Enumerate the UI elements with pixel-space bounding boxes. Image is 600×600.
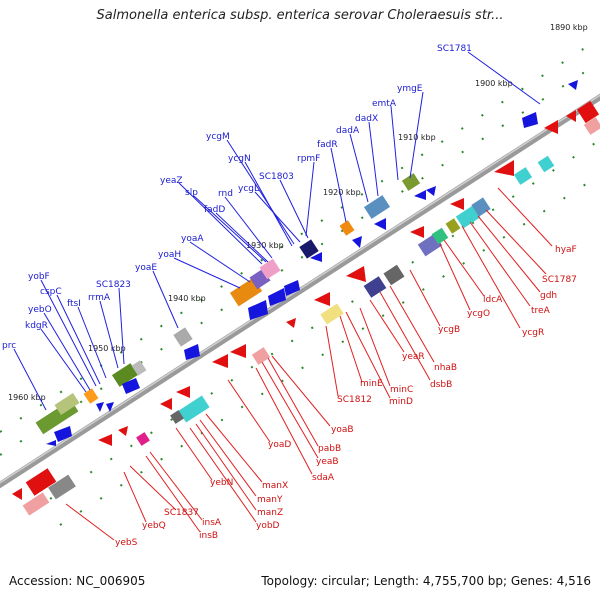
map-title: Salmonella enterica subsp. enterica sero… [96, 8, 504, 23]
tick-1930: 1930 kbp [246, 241, 284, 250]
gene-label-SC1803: SC1803 [259, 172, 294, 182]
gene-label-SC1812: SC1812 [337, 395, 372, 405]
gene-label-SC1787: SC1787 [542, 275, 577, 285]
reverse-leaders [65, 187, 553, 541]
tick-1940: 1940 kbp [168, 294, 206, 303]
gene-label-fadR: fadR [317, 140, 338, 150]
gene-label-ycgN: ycgN [228, 154, 251, 164]
gene-label-SC1781: SC1781 [437, 44, 472, 54]
gene-label-dadA: dadA [336, 126, 360, 136]
gene-label-treA: treA [531, 306, 551, 316]
gene-label-insB: insB [199, 531, 218, 541]
gene-label-kdgR: kdgR [25, 321, 48, 331]
accession-text: Accession: NC_006905 [9, 574, 146, 588]
gene-label-dadX: dadX [355, 114, 378, 124]
gene-label-yoaA: yoaA [181, 234, 204, 244]
gene-label-emtA: emtA [372, 99, 397, 109]
gene-label-minC: minC [390, 385, 413, 395]
gene-label-yebO: yebO [28, 305, 52, 315]
gene-label-rpmF: rpmF [297, 154, 320, 164]
reverse-features [12, 100, 600, 516]
gene-label-ycgL: ycgL [238, 184, 259, 194]
gene-label-yobF: yobF [28, 272, 50, 282]
gene-label-yebS: yebS [115, 538, 138, 548]
gene-label-yoaE: yoaE [135, 263, 157, 273]
gene-label-pabB: pabB [318, 444, 341, 454]
gene-label-ycgR: ycgR [522, 328, 544, 338]
gene-label-yeaB: yeaB [316, 457, 339, 467]
gene-label-yeaR: yeaR [402, 352, 425, 362]
reverse-labels: hyaF SC1787 gdh treA ycgR ldcA ycgO ycgB… [115, 245, 577, 548]
gene-label-prc: prc [2, 341, 16, 351]
gene-label-ycgM: ycgM [206, 132, 230, 142]
tick-1950: 1950 kbp [88, 344, 126, 353]
gene-label-ycgO: ycgO [467, 309, 490, 319]
gene-label-yebN: yebN [210, 478, 233, 488]
forward-leaders [13, 51, 541, 411]
gene-label-hyaF: hyaF [555, 245, 577, 255]
gene-label-minE: minE [360, 379, 383, 389]
gene-label-slp: slp [185, 188, 198, 198]
genome-backbone [0, 93, 600, 489]
gene-label-rnd: rnd [218, 189, 233, 199]
tick-1910: 1910 kbp [398, 133, 436, 142]
gene-label-cspC: cspC [40, 287, 62, 297]
tick-1960: 1960 kbp [8, 393, 46, 402]
gene-label-minD: minD [389, 397, 413, 407]
gene-label-yebQ: yebQ [142, 521, 166, 531]
gene-label-ldcA: ldcA [483, 295, 503, 305]
tick-1900: 1900 kbp [475, 79, 513, 88]
gene-label-SC1823: SC1823 [96, 280, 131, 290]
gene-label-ftsI: ftsI [67, 299, 81, 309]
gene-label-manX: manX [262, 481, 288, 491]
gene-label-SC1837: SC1837 [164, 508, 199, 518]
gene-label-yobD: yobD [256, 521, 280, 531]
forward-features [35, 80, 578, 446]
gene-label-sdaA: sdaA [312, 473, 335, 483]
tick-1890: 1890 kbp [550, 23, 588, 32]
genome-summary-text: Topology: circular; Length: 4,755,700 bp… [261, 574, 591, 588]
gene-label-yoaD: yoaD [268, 440, 291, 450]
gene-label-nhaB: nhaB [434, 363, 457, 373]
forward-labels: SC1781 ymgE emtA dadX dadA fadR rpmF SC1… [2, 44, 472, 351]
gene-label-gdh: gdh [540, 291, 557, 301]
gene-label-dsbB: dsbB [430, 380, 452, 390]
gene-label-insA: insA [202, 518, 222, 528]
gene-label-manZ: manZ [257, 508, 283, 518]
tick-1920: 1920 kbp [323, 188, 361, 197]
gene-label-fadD: fadD [204, 205, 225, 215]
genome-backbone-highlight [0, 94, 600, 484]
gene-label-rrmA: rrmA [88, 293, 111, 303]
scale-ticks: 1890 kbp 1900 kbp 1910 kbp 1920 kbp 1930… [8, 23, 588, 402]
gene-label-yoaB: yoaB [331, 425, 354, 435]
gene-label-yoaH: yoaH [158, 250, 181, 260]
gene-label-ycgB: ycgB [438, 325, 460, 335]
gene-label-yeaZ: yeaZ [160, 176, 183, 186]
gene-label-manY: manY [257, 495, 283, 505]
gene-label-ymgE: ymgE [397, 84, 423, 94]
